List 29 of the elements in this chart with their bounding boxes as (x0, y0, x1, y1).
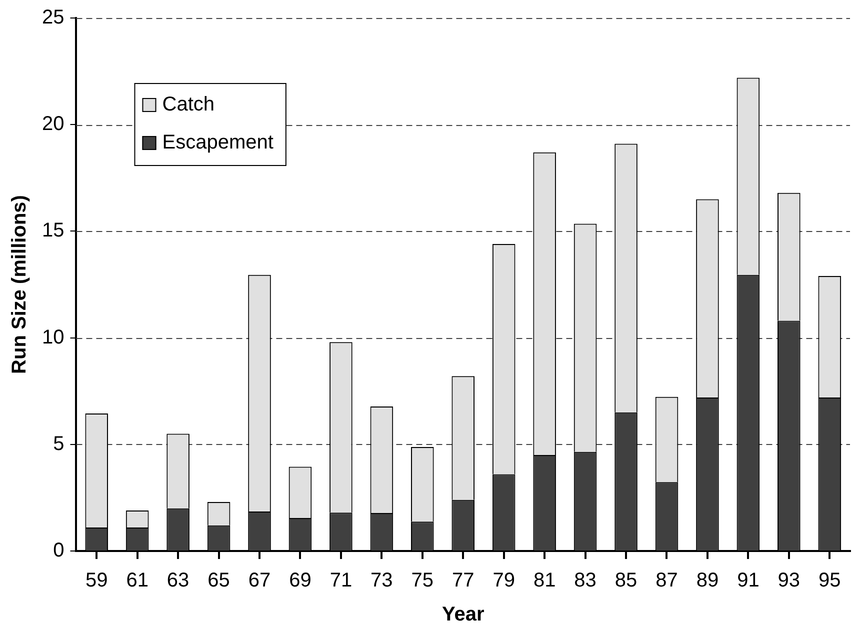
x-tick-label: 91 (737, 570, 760, 592)
x-tick-label: 93 (778, 570, 800, 592)
x-tick-label: 89 (696, 570, 719, 592)
y-tick-label: 20 (42, 113, 64, 136)
x-tick-label: 67 (248, 570, 271, 592)
x-tick-label: 81 (533, 570, 556, 592)
x-tick-label: 85 (614, 570, 638, 592)
x-tick-label: 79 (492, 570, 515, 592)
y-tick-label: 10 (42, 326, 64, 348)
legend-label: Catch (162, 94, 214, 116)
x-tick-label: 83 (574, 570, 596, 592)
x-tick-label: 95 (818, 570, 841, 592)
x-tick-label: 77 (452, 570, 474, 592)
y-axis-title: Run Size (millions) (8, 195, 31, 374)
x-axis-title: Year (442, 604, 484, 626)
x-tick-label: 63 (166, 570, 190, 592)
x-tick-label: 71 (330, 570, 352, 592)
x-tick-label: 69 (289, 570, 312, 592)
y-tick-label: 5 (53, 432, 64, 455)
y-tick-label: 0 (53, 540, 64, 562)
x-tick-label: 73 (370, 570, 393, 592)
x-tick-label: 65 (208, 570, 230, 592)
x-tick-label: 59 (85, 570, 108, 592)
x-tick-label: 75 (411, 570, 434, 592)
x-tick-label: 87 (656, 570, 678, 592)
legend-label: Escapement (162, 132, 274, 154)
y-tick-label: 15 (42, 220, 64, 242)
y-tick-label: 25 (42, 6, 64, 29)
x-tick-label: 61 (126, 570, 148, 592)
